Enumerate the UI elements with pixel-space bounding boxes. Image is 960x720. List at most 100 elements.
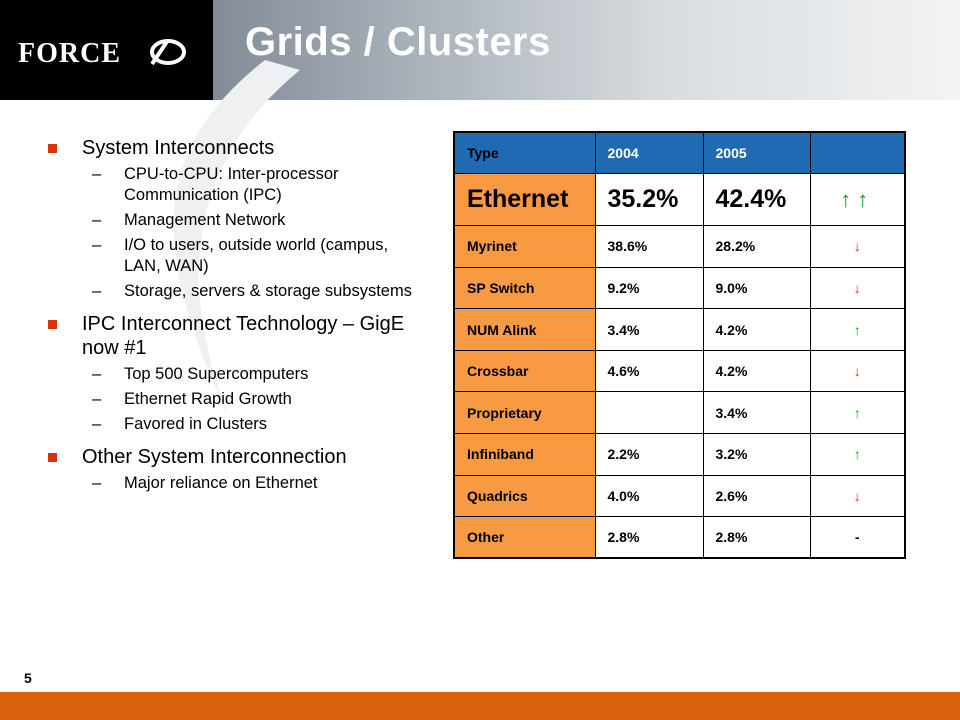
sub-bullet-text: Storage, servers & storage subsystems: [124, 282, 412, 300]
dash-icon: -: [854, 529, 860, 546]
arrow-down-icon: ↓: [853, 363, 861, 380]
row-2004: 35.2%: [594, 173, 704, 227]
bullet-square-icon: [48, 320, 57, 329]
row-2005: 3.4%: [702, 391, 811, 435]
sub-bullet-text: CPU-to-CPU: Inter-processor Communicatio…: [124, 165, 339, 204]
row-type: Myrinet: [453, 225, 596, 268]
arrow-down-icon: ↓: [853, 238, 861, 255]
sub-bullet-item: – Favored in Clusters: [48, 414, 418, 435]
sub-bullet-text: I/O to users, outside world (campus, LAN…: [124, 236, 389, 275]
dash-marker: –: [92, 390, 102, 408]
sub-bullet-item: – CPU-to-CPU: Inter-processor Communicati…: [48, 164, 418, 206]
sub-bullet-item: – I/O to users, outside world (campus, LA…: [48, 235, 418, 277]
table-row: Myrinet 38.6% 28.2% ↓: [453, 225, 906, 268]
bullet-square-icon: [48, 144, 57, 153]
header-type: Type: [453, 131, 596, 175]
row-2004: 3.4%: [594, 308, 704, 351]
row-type: Ethernet: [453, 173, 596, 227]
arrow-down-icon: ↓: [853, 487, 861, 504]
row-type: NUM Alink: [453, 308, 596, 351]
slide-title: Grids / Clusters: [245, 20, 551, 64]
row-type: Proprietary: [453, 391, 596, 435]
bullet-text: Other System Interconnection: [82, 446, 347, 468]
arrow-up-icon: ↑: [853, 446, 861, 463]
sub-bullet-item: – Ethernet Rapid Growth: [48, 389, 418, 410]
row-2004: 4.0%: [594, 474, 704, 518]
bullet-text: IPC Interconnect Technology – GigE now #…: [82, 313, 405, 359]
table-row: Other 2.8% 2.8% -: [453, 516, 906, 559]
dash-marker: –: [92, 165, 102, 183]
sub-bullet-item: – Major reliance on Ethernet: [48, 473, 418, 494]
table-row: Infiniband 2.2% 3.2% ↑: [453, 433, 906, 476]
row-2004: [594, 391, 704, 435]
sub-bullet-text: Ethernet Rapid Growth: [124, 390, 292, 408]
sub-bullet-text: Management Network: [124, 211, 286, 229]
row-type: Other: [453, 516, 596, 559]
row-type: SP Switch: [453, 266, 596, 310]
sub-bullet-item: – Storage, servers & storage subsystems: [48, 281, 418, 302]
sub-bullet-text: Top 500 Supercomputers: [124, 365, 309, 383]
force10-logo: FORCE: [18, 38, 186, 68]
table-row: NUM Alink 3.4% 4.2% ↑: [453, 308, 906, 351]
svg-text:FORCE: FORCE: [18, 38, 121, 68]
bullet-item: IPC Interconnect Technology – GigE now #…: [48, 312, 418, 360]
row-2004: 2.8%: [594, 516, 704, 559]
row-2005: 2.8%: [702, 516, 811, 559]
row-type: Infiniband: [453, 433, 596, 476]
dash-marker: –: [92, 211, 102, 229]
row-trend: ↓: [809, 266, 906, 310]
logo-box: FORCE: [0, 0, 213, 100]
row-2005: 2.6%: [702, 474, 811, 518]
arrow-up-icon: ↑: [840, 187, 858, 213]
slide-header: FORCE Grids / Clusters: [0, 0, 960, 100]
row-2005: 42.4%: [702, 173, 811, 227]
row-2004: 38.6%: [594, 225, 704, 268]
sub-bullet-text: Major reliance on Ethernet: [124, 474, 318, 492]
dash-marker: –: [92, 365, 102, 383]
row-2004: 4.6%: [594, 349, 704, 393]
row-2004: 2.2%: [594, 433, 704, 476]
row-2004: 9.2%: [594, 266, 704, 310]
interconnect-table: Type 2004 2005 Ethernet 35.2% 42.4% ↑↑ Myrin…: [453, 131, 906, 560]
bullet-text: System Interconnects: [82, 137, 275, 159]
table-row: Crossbar 4.6% 4.2% ↓: [453, 349, 906, 393]
row-type: Quadrics: [453, 474, 596, 518]
sub-bullet-item: – Top 500 Supercomputers: [48, 364, 418, 385]
table-header-row: Type 2004 2005: [453, 131, 906, 175]
row-trend: ↓: [809, 225, 906, 268]
dash-marker: –: [92, 415, 102, 433]
row-type: Crossbar: [453, 349, 596, 393]
arrow-up-icon: ↑: [853, 321, 861, 338]
dash-marker: –: [92, 282, 102, 300]
row-trend: ↑: [809, 308, 906, 351]
row-trend: ↑: [809, 433, 906, 476]
sub-bullet-text: Favored in Clusters: [124, 415, 268, 433]
header-2004: 2004: [594, 131, 704, 175]
row-trend: ↑: [809, 391, 906, 435]
row-trend: ↓: [809, 474, 906, 518]
bullet-item: System Interconnects: [48, 136, 418, 160]
bullet-square-icon: [48, 453, 57, 462]
row-2005: 4.2%: [702, 308, 811, 351]
page-number: 5: [24, 670, 32, 686]
row-2005: 3.2%: [702, 433, 811, 476]
header-2005: 2005: [702, 131, 811, 175]
row-trend: ↓: [809, 349, 906, 393]
arrow-up-icon: ↑: [857, 187, 875, 213]
footer-bar: [0, 692, 960, 720]
arrow-up-icon: ↑: [853, 404, 861, 421]
sub-bullet-item: – Management Network: [48, 210, 418, 231]
row-trend: -: [809, 516, 906, 559]
dash-marker: –: [92, 474, 102, 492]
row-trend: ↑↑: [809, 173, 906, 227]
table-row: Proprietary 3.4% ↑: [453, 391, 906, 435]
row-2005: 28.2%: [702, 225, 811, 268]
bullet-list: System Interconnects – CPU-to-CPU: Inter-p…: [48, 136, 418, 494]
bullet-item: Other System Interconnection: [48, 445, 418, 469]
row-2005: 9.0%: [702, 266, 811, 310]
table-row: Ethernet 35.2% 42.4% ↑↑: [453, 173, 906, 227]
arrow-down-icon: ↓: [853, 279, 861, 296]
row-2005: 4.2%: [702, 349, 811, 393]
table-row: SP Switch 9.2% 9.0% ↓: [453, 266, 906, 310]
table-row: Quadrics 4.0% 2.6% ↓: [453, 474, 906, 518]
